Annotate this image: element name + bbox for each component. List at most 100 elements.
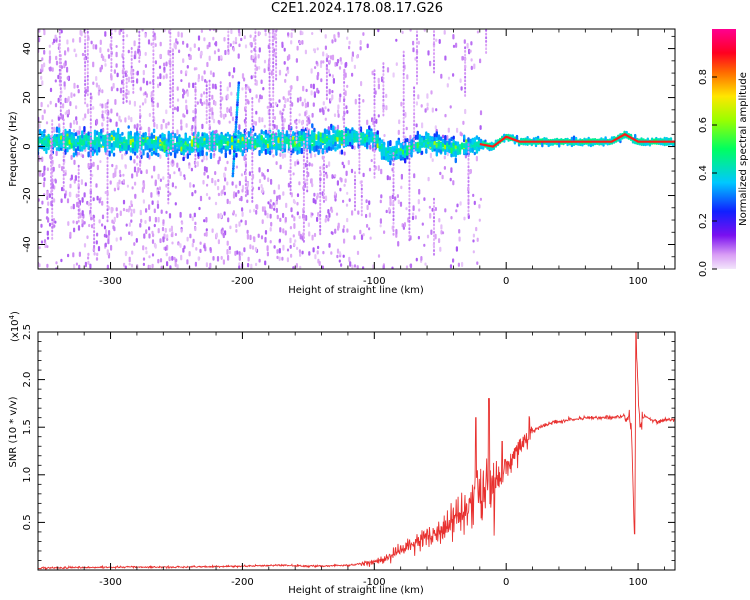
spectrogram-cell (447, 76, 451, 80)
spectrogram-cell (93, 136, 97, 141)
spectrogram-cell (347, 139, 350, 146)
spectrogram-cell (180, 79, 183, 83)
spectrogram-cell (85, 140, 88, 146)
spectrogram-cell (441, 148, 445, 152)
spectrogram-cell (314, 153, 317, 158)
spectrogram-cell (203, 166, 207, 172)
spectrogram-cell (402, 120, 405, 124)
spectrogram-cell (452, 146, 455, 152)
spectrogram-cell (319, 108, 322, 113)
spectrogram-cell (48, 222, 52, 227)
spectrogram-cell (152, 115, 155, 119)
spectrogram-cell (229, 225, 232, 230)
spectrogram-cell (467, 137, 470, 143)
spectrogram-cell (397, 129, 400, 136)
spectrogram-cell (122, 90, 125, 93)
spectrogram-cell (279, 141, 282, 148)
spectrogram-cell (447, 127, 450, 133)
spectrogram-cell (452, 34, 455, 40)
spectrogram-cell (302, 195, 305, 199)
spectrogram-cell (332, 141, 335, 145)
spectrogram-cell (382, 109, 385, 113)
spectrogram-cell (334, 174, 337, 178)
spectrogram-cell (475, 147, 479, 154)
spectrogram-cell (135, 171, 139, 177)
spectrogram-cell (275, 4, 277, 7)
spectrogram-cell (435, 136, 438, 142)
spectrogram-cell (174, 262, 177, 268)
spectrogram-cell (344, 90, 347, 97)
spectrogram-cell (167, 49, 170, 56)
spectrogram-cell (51, 225, 54, 229)
spectrogram-cell (66, 66, 69, 73)
spectrogram-cell (353, 64, 356, 70)
spectrogram-cell (84, 68, 87, 72)
spectrogram-cell (249, 42, 252, 46)
spectrogram-cell (38, 170, 41, 177)
spectrogram-cell (256, 137, 259, 144)
spectrogram-cell (380, 144, 384, 149)
spectrogram-cell (241, 185, 245, 190)
spectrogram-cell (300, 130, 303, 136)
spectrogram-cell (284, 78, 287, 83)
spectrogram-cell (114, 142, 118, 148)
spectrogram-cell (423, 243, 426, 247)
spectrogram-cell (338, 251, 341, 256)
spectrogram-cell (251, 177, 254, 181)
spectrogram-cell (292, 131, 295, 137)
spectrogram-cell (152, 86, 155, 89)
spectrogram-cell (366, 136, 369, 141)
spectrogram-cell (89, 263, 92, 269)
spectrogram-cell (408, 205, 411, 209)
spectrogram-cell (313, 127, 316, 133)
spectrogram-cell (346, 84, 349, 88)
spectrogram-cell (462, 56, 465, 61)
spectrogram-cell (426, 106, 429, 111)
spectrogram-cell (211, 83, 215, 89)
spectrogram-cell (169, 17, 171, 20)
spectrogram-cell (66, 198, 70, 204)
spectrogram-cell (139, 160, 142, 164)
spectrogram-cell (192, 82, 195, 89)
spectrogram-cell (373, 124, 376, 128)
spectrogram-cell (70, 205, 73, 210)
spectrogram-cell (152, 89, 155, 93)
spectrogram-cell (251, 141, 254, 145)
spectrogram-cell (408, 161, 411, 165)
spectrogram-cell (230, 145, 234, 150)
spectrogram-cell (129, 139, 132, 145)
spectrogram-cell (307, 222, 310, 228)
spectrogram-cell (114, 29, 117, 33)
spectrogram-cell (146, 80, 149, 86)
spectrogram-cell (310, 83, 313, 89)
spectrogram-cell (196, 161, 199, 167)
spectrogram-cell (287, 124, 291, 131)
spectrogram-cell (51, 145, 54, 148)
spectrogram-cell (289, 92, 292, 96)
spectrogram-cell (77, 164, 80, 168)
spectrogram-cell (169, 29, 172, 32)
spectrogram-cell (213, 50, 217, 55)
spectrogram-cell (51, 222, 54, 226)
spectrogram-cell (279, 227, 282, 233)
spectrogram-cell (412, 40, 415, 46)
spectrogram-cell (154, 60, 157, 65)
spectrogram-cell (83, 140, 86, 146)
spectrogram-cell (289, 237, 292, 244)
spectrogram-cell (264, 210, 267, 216)
spectrogram-cell (289, 155, 292, 159)
spectrogram-cell (46, 167, 49, 172)
spectrogram-cell (59, 101, 62, 105)
spectrogram-cell (169, 39, 172, 43)
spectrogram-cell (244, 109, 247, 113)
spectrogram-cell (395, 156, 398, 160)
spectrogram-cell (402, 94, 405, 98)
spectrogram-cell (77, 197, 80, 201)
spectrogram-cell (440, 73, 443, 79)
spectrogram-cell (47, 146, 50, 151)
spectrogram-cell (172, 63, 174, 67)
spectrogram-cell (302, 217, 305, 221)
spectrogram-cell (380, 194, 383, 199)
spectrogram-cell (51, 152, 54, 156)
spectrogram-cell (373, 168, 376, 172)
